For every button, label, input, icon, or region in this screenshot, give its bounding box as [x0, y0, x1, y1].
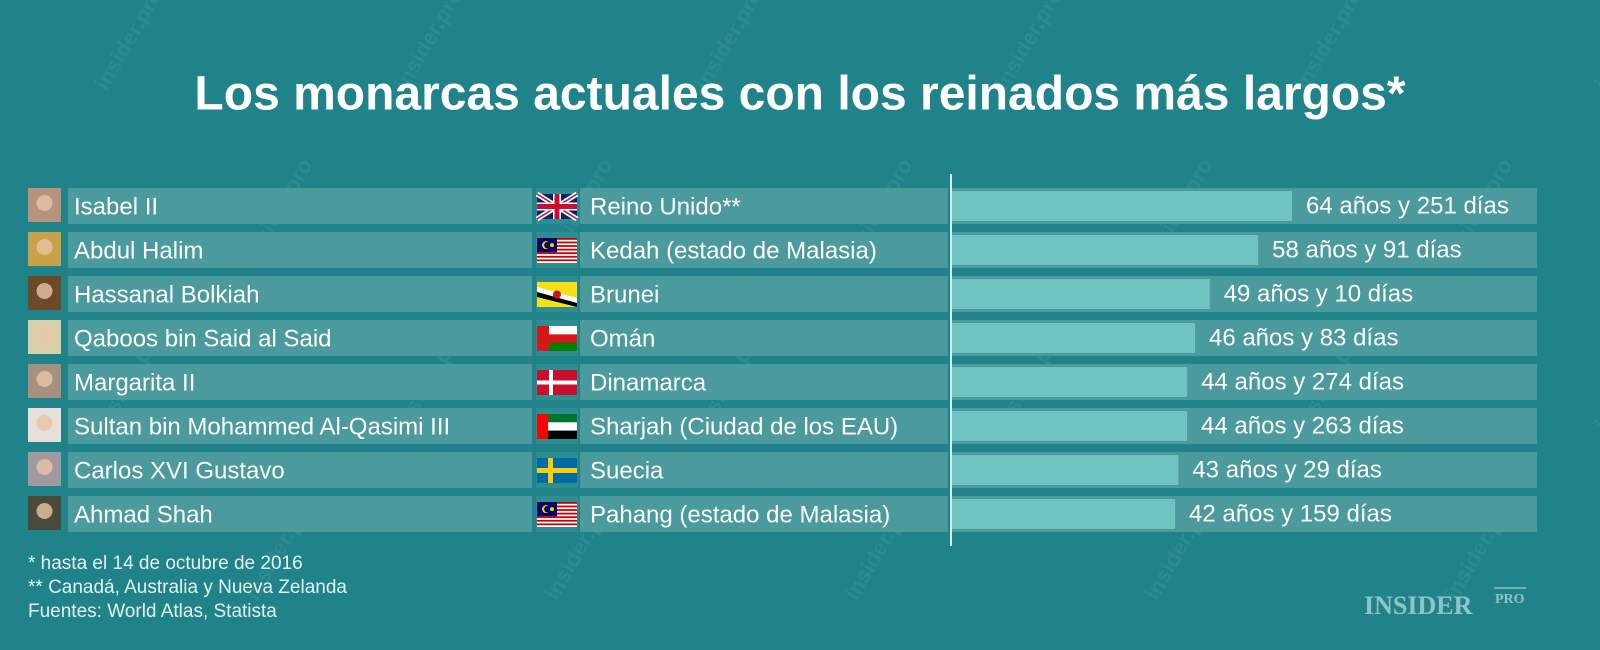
- flag-part: [549, 326, 577, 335]
- flag-part: [537, 380, 577, 385]
- value-label: 58 años y 91 días: [1272, 236, 1461, 263]
- name-cell: [68, 232, 532, 268]
- portrait-face: [36, 415, 53, 431]
- flag-part: [537, 519, 577, 522]
- country-cell: [580, 496, 948, 532]
- name-cell: [68, 364, 532, 400]
- monarch-name: Qaboos bin Said al Said: [74, 325, 332, 352]
- name-cell: [68, 408, 532, 444]
- name-cell: [68, 320, 532, 356]
- logo-sub: PRO: [1495, 592, 1525, 607]
- country-name: Kedah (estado de Malasia): [590, 237, 877, 264]
- name-cell: [68, 276, 532, 312]
- flag-part: [537, 414, 577, 423]
- country-cell: [580, 364, 948, 400]
- portrait-face: [36, 195, 53, 211]
- country-cell: [580, 452, 948, 488]
- flag-part: [537, 252, 577, 255]
- country-cell: [580, 276, 948, 312]
- flag-part: [537, 523, 577, 526]
- flag-part: [537, 422, 577, 431]
- flag-part: [537, 516, 577, 519]
- bar: [952, 367, 1188, 397]
- name-cell: [68, 496, 532, 532]
- monarch-name: Hassanal Bolkiah: [74, 281, 259, 308]
- value-label: 44 años y 274 días: [1201, 368, 1404, 395]
- country-name: Dinamarca: [590, 369, 707, 396]
- country-cell: [580, 188, 948, 224]
- flag-part: [550, 507, 554, 512]
- flag-part: [537, 468, 577, 473]
- portrait-face: [36, 283, 53, 299]
- flag-part: [537, 255, 577, 258]
- flag-part: [537, 292, 577, 307]
- logo-main: INSIDER: [1364, 591, 1473, 620]
- portrait-face: [36, 503, 53, 519]
- bar: [952, 499, 1176, 529]
- bar: [952, 191, 1292, 221]
- value-label: 49 años y 10 días: [1224, 280, 1413, 307]
- portrait-face: [36, 371, 53, 387]
- flag-part: [549, 342, 577, 351]
- portrait-face: [36, 327, 53, 343]
- bar: [952, 323, 1195, 353]
- country-name: Suecia: [590, 457, 664, 484]
- value-label: 46 años y 83 días: [1209, 324, 1398, 351]
- flag-part: [537, 259, 577, 262]
- country-name: Sharjah (Ciudad de los EAU): [590, 413, 898, 440]
- flag-part: [537, 430, 577, 439]
- name-cell: [68, 452, 532, 488]
- footnote: * hasta el 14 de octubre de 2016: [28, 553, 303, 574]
- flag-part: [537, 204, 577, 209]
- source-note: Fuentes: World Atlas, Statista: [28, 601, 277, 622]
- value-label: 64 años y 251 días: [1306, 192, 1509, 219]
- value-label: 43 años y 29 días: [1192, 456, 1381, 483]
- country-cell: [580, 232, 948, 268]
- country-name: Brunei: [590, 281, 659, 308]
- monarch-name: Abdul Halim: [74, 237, 203, 264]
- bar: [952, 279, 1210, 309]
- country-name: Reino Unido**: [590, 193, 741, 220]
- country-cell: [580, 408, 948, 444]
- portrait-face: [36, 239, 53, 255]
- monarch-name: Carlos XVI Gustavo: [74, 457, 285, 484]
- country-name: Pahang (estado de Malasia): [590, 501, 890, 528]
- country-name: Omán: [590, 325, 655, 352]
- monarch-name: Sultan bin Mohammed Al-Qasimi III: [74, 413, 450, 440]
- monarch-name: Isabel II: [74, 193, 158, 220]
- monarch-name: Ahmad Shah: [74, 501, 213, 528]
- monarch-name: Margarita II: [74, 369, 195, 396]
- chart-title: Los monarcas actuales con los reinados m…: [194, 68, 1405, 121]
- bar: [952, 411, 1188, 441]
- bar: [952, 235, 1259, 265]
- country-cell: [580, 320, 948, 356]
- portrait-face: [36, 459, 53, 475]
- value-label: 44 años y 263 días: [1201, 412, 1404, 439]
- flag-part: [544, 505, 551, 513]
- bar: [952, 455, 1179, 485]
- flag-part: [537, 414, 548, 439]
- footnote: ** Canadá, Australia y Nueva Zelanda: [28, 577, 347, 598]
- value-label: 42 años y 159 días: [1189, 500, 1392, 527]
- flag-part: [544, 241, 551, 249]
- flag-part: [550, 243, 554, 248]
- flag-part: [553, 290, 561, 299]
- name-cell: [68, 188, 532, 224]
